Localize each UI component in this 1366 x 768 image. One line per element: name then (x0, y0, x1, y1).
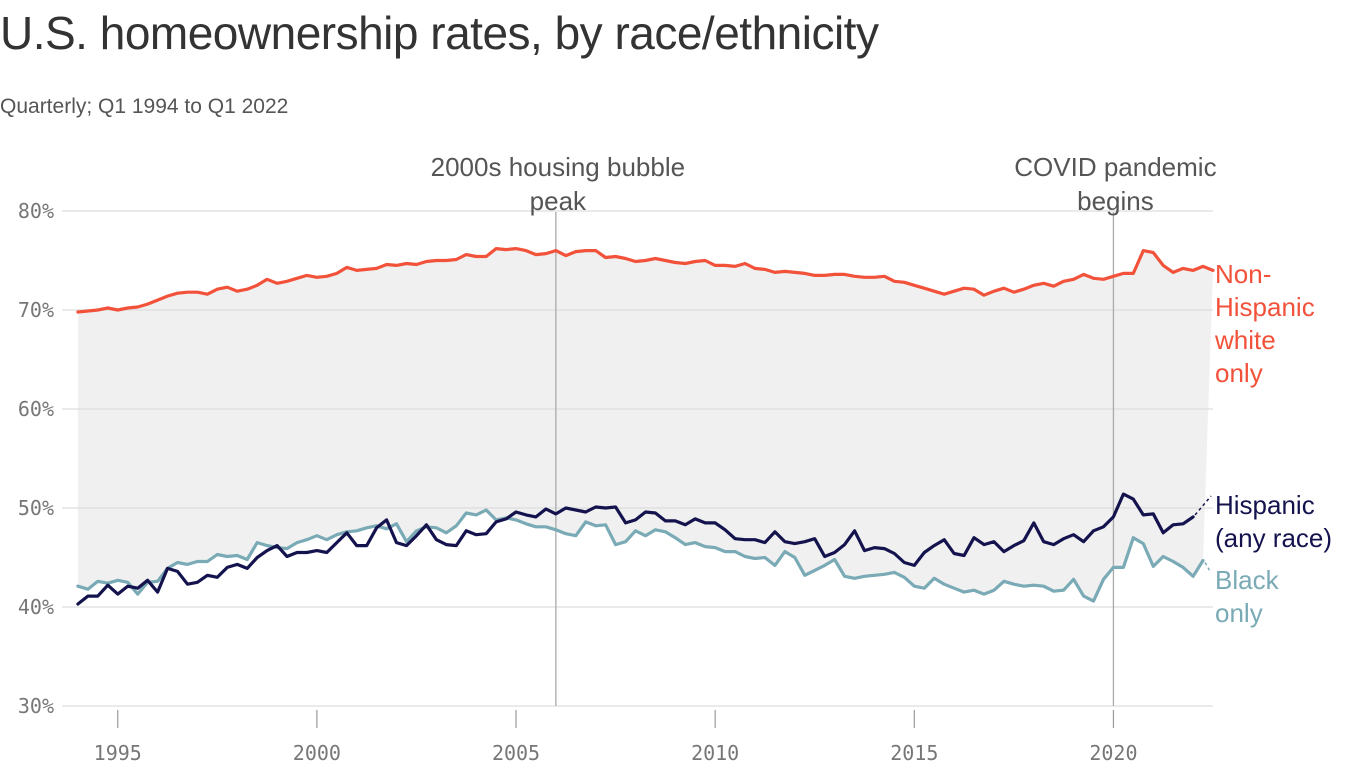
x-tick-label: 2020 (1089, 741, 1137, 765)
y-tick-label: 40% (18, 595, 54, 619)
annotation-text: 2000s housing bubble (431, 152, 685, 182)
annotation-text: COVID pandemic (1014, 152, 1216, 182)
x-tick-label: 2015 (890, 741, 938, 765)
y-tick-label: 80% (18, 199, 54, 223)
y-tick-label: 50% (18, 496, 54, 520)
x-tick-label: 1995 (94, 741, 142, 765)
label-connector-black (1204, 562, 1212, 574)
series-label-black: Black (1215, 565, 1280, 595)
series-label-white: white (1214, 325, 1276, 355)
axis-layer: 30% 40% 50% 60% 70% 80% 1995 2000 2005 2010 2015 20… (18, 199, 1138, 765)
series-label-hispanic: (any race) (1215, 523, 1332, 553)
annotation-text: begins (1077, 186, 1154, 216)
x-tick-label: 2005 (492, 741, 540, 765)
y-tick-label: 60% (18, 397, 54, 421)
y-tick-label: 70% (18, 298, 54, 322)
shaded-band-layer (77, 248, 1213, 602)
series-layer (76, 247, 1215, 606)
series-label-white: Non- (1215, 259, 1271, 289)
series-line-black (76, 508, 1205, 603)
series-line-white (76, 247, 1215, 314)
shaded-band (77, 248, 1213, 602)
chart-title: U.S. homeownership rates, by race/ethnic… (0, 7, 879, 59)
x-tick-label: 2010 (691, 741, 739, 765)
series-label-hispanic: Hispanic (1215, 490, 1315, 520)
series-label-white: only (1215, 358, 1263, 388)
annotation-text: peak (530, 186, 587, 216)
gridline-layer (62, 210, 1213, 707)
series-label-white: Hispanic (1215, 292, 1315, 322)
chart-subtitle: Quarterly; Q1 1994 to Q1 2022 (0, 95, 289, 118)
annotation-layer: 2000s housing bubble peak COVID pandemic be… (431, 152, 1217, 706)
label-connector-hispanic (1194, 495, 1212, 516)
y-tick-label: 30% (18, 694, 54, 718)
x-tick-label: 2000 (293, 741, 341, 765)
series-line-hispanic (76, 492, 1195, 606)
series-label-black: only (1215, 598, 1263, 628)
